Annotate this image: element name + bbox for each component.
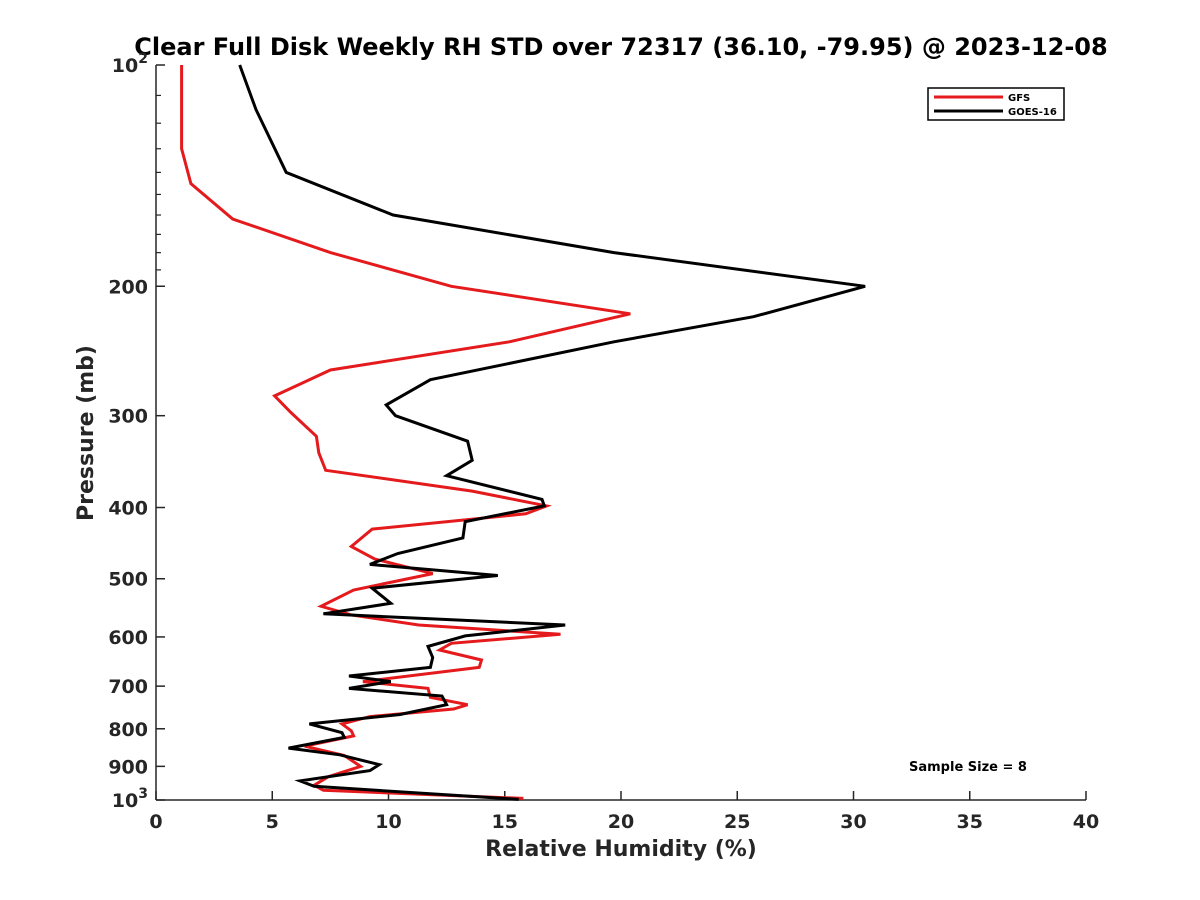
sample-size-annotation: Sample Size = 8 — [909, 760, 1027, 775]
x-tick-label: 15 — [492, 811, 518, 833]
legend: GFS GOES-16 — [927, 87, 1065, 121]
y-tick-label: 600 — [108, 627, 148, 649]
series-line-gfs — [180, 65, 631, 800]
x-tick-label: 5 — [266, 811, 279, 833]
y-tick-label: 300 — [108, 406, 148, 428]
x-tick-label: 0 — [149, 811, 162, 833]
x-tick-label: 40 — [1073, 811, 1099, 833]
chart-title: Clear Full Disk Weekly RH STD over 72317… — [134, 33, 1107, 61]
legend-entry-label: GOES-16 — [1008, 107, 1057, 118]
y-tick-label: 700 — [108, 676, 148, 698]
series-line-goes-16 — [238, 64, 866, 801]
x-tick-label: 20 — [608, 811, 634, 833]
y-tick-label: 400 — [108, 498, 148, 520]
y-tick-label: 500 — [108, 569, 148, 591]
x-tick-label: 25 — [724, 811, 750, 833]
y-tick-label: 200 — [108, 276, 148, 298]
legend-entry-label: GFS — [1008, 93, 1030, 104]
y-axis-label: Pressure (mb) — [74, 345, 99, 521]
x-tick-label: 35 — [957, 811, 983, 833]
y-tick-label: 900 — [108, 756, 148, 778]
x-tick-label: 10 — [375, 811, 401, 833]
series-lines — [180, 64, 866, 801]
x-tick-label: 30 — [840, 811, 866, 833]
y-axis: 102 200 300 400 500 600 700 800 900 103 — [108, 51, 165, 812]
y-tick-label: 800 — [108, 719, 148, 741]
x-axis-label: Relative Humidity (%) — [485, 837, 757, 862]
y-tick-label: 102 — [112, 51, 148, 77]
legend-box — [927, 87, 1065, 121]
y-tick-label: 103 — [112, 786, 148, 812]
x-axis: 0 5 10 15 20 25 30 35 40 — [149, 791, 1099, 833]
